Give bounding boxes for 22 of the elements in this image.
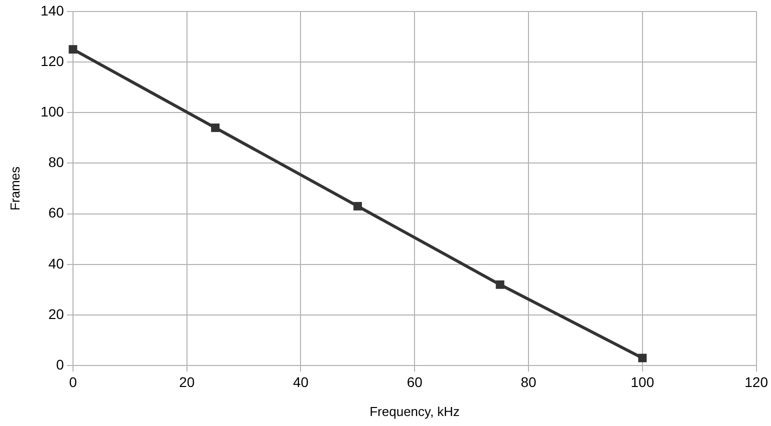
x-axis-title: Frequency, kHz: [370, 404, 460, 419]
y-tick-label: 120: [40, 52, 64, 69]
y-tick-label: 80: [48, 154, 64, 170]
x-tick-label: 100: [630, 374, 654, 390]
x-tick-label: 120: [744, 374, 768, 390]
y-tick-label: 20: [48, 306, 64, 322]
y-tick-label: 140: [40, 2, 64, 18]
y-tick-label: 100: [40, 103, 64, 120]
x-tick-label: 20: [179, 374, 195, 390]
point: [496, 280, 504, 289]
y-tick-label: 0: [56, 356, 64, 372]
y-tick-label: 40: [48, 255, 64, 272]
x-tick-label: 40: [292, 374, 309, 390]
x-tick-label: 60: [406, 374, 423, 390]
point: [353, 202, 362, 210]
x-tick-label: 0: [69, 374, 78, 390]
point: [211, 124, 220, 132]
point: [638, 354, 647, 362]
x-tick-label: 80: [520, 374, 537, 390]
y-tick-label: 60: [48, 204, 64, 221]
y-axis-title: Frames: [7, 166, 22, 211]
point: [68, 45, 78, 54]
